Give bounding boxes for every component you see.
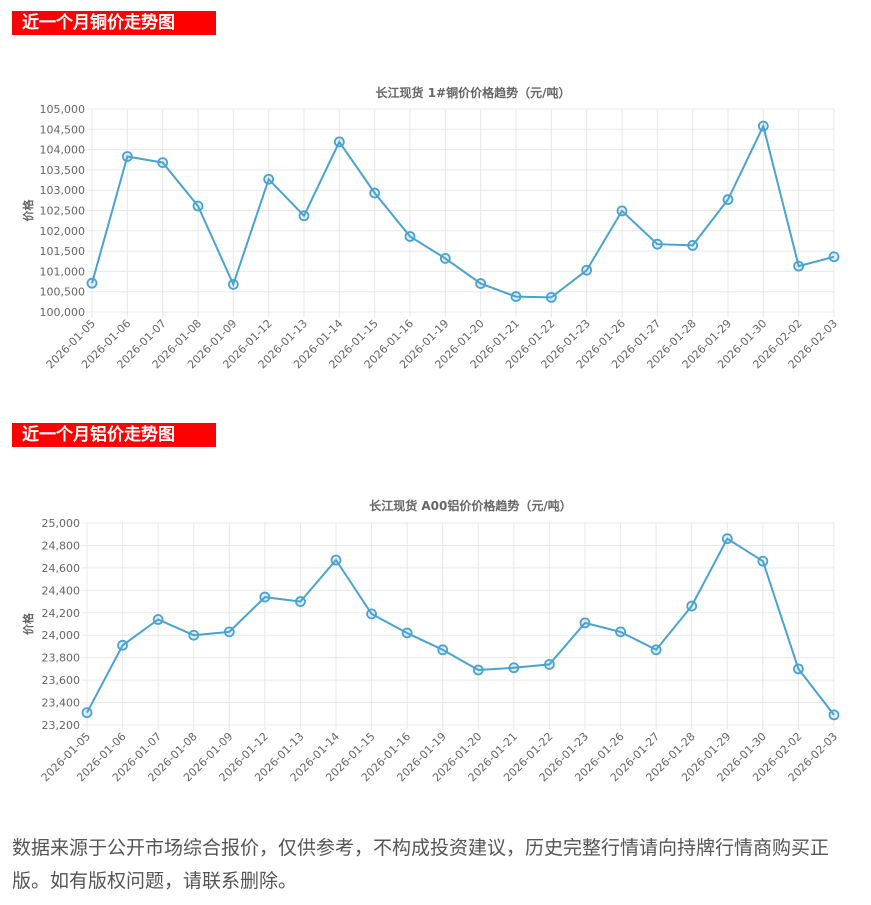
y-tick-label: 101,000 (40, 265, 86, 278)
data-point[interactable] (117, 639, 128, 651)
y-tick-label: 23,400 (42, 697, 81, 710)
data-point[interactable] (722, 194, 734, 205)
data-point[interactable] (121, 151, 133, 162)
section-heading-aluminum: 近一个月铝价走势图 (12, 423, 216, 447)
data-point[interactable] (545, 291, 557, 303)
data-point[interactable] (793, 663, 804, 675)
copper-price-chart: 长江现货 1#铜价价格趋势（元/吨） 价格 100,000 100,500 101,00… (21, 85, 840, 371)
y-tick-label: 24,000 (42, 629, 81, 642)
y-tick-label: 104,500 (40, 123, 86, 136)
data-point[interactable] (437, 644, 449, 656)
data-point[interactable] (510, 291, 522, 302)
data-point[interactable] (828, 709, 840, 721)
y-tick-label: 104,000 (40, 144, 86, 157)
data-point[interactable] (508, 662, 520, 674)
data-point[interactable] (828, 251, 840, 263)
y-tick-label: 100,500 (40, 286, 86, 299)
y-tick-label: 24,200 (42, 607, 81, 620)
data-point[interactable] (404, 231, 416, 242)
y-tick-label: 105,000 (40, 103, 86, 116)
data-point[interactable] (259, 591, 271, 603)
data-point[interactable] (81, 707, 93, 719)
y-tick-label: 23,800 (42, 652, 81, 665)
y-tick-label: 24,600 (42, 562, 81, 575)
y-tick-label: 103,000 (40, 184, 86, 197)
data-point[interactable] (295, 596, 306, 607)
series-line (91, 123, 835, 299)
data-point[interactable] (651, 238, 663, 250)
data-point[interactable] (152, 614, 164, 625)
data-point[interactable] (330, 554, 342, 566)
data-point[interactable] (757, 555, 769, 567)
aluminum-price-chart: 长江现货 A00铝价价格趋势（元/吨） 价格 23,200 23,400 23,600 2… (21, 498, 840, 784)
data-point[interactable] (615, 626, 626, 638)
data-point[interactable] (223, 626, 235, 638)
y-tick-label: 23,200 (42, 719, 81, 732)
data-point[interactable] (687, 240, 699, 251)
series-line (86, 537, 835, 716)
y-tick-label: 100,000 (40, 306, 86, 319)
chart-title: 长江现货 A00铝价价格趋势（元/吨） (369, 498, 572, 513)
data-point[interactable] (721, 533, 733, 545)
data-point[interactable] (401, 627, 413, 639)
data-point[interactable] (757, 120, 769, 132)
data-point[interactable] (227, 278, 239, 290)
y-tick-label: 25,000 (42, 517, 81, 530)
y-axis-label: 价格 (21, 199, 35, 222)
data-point[interactable] (686, 600, 698, 612)
data-point[interactable] (475, 278, 487, 289)
footer-disclaimer: 数据来源于公开市场综合报价，仅供参考，不构成投资建议，历史完整行情请向持牌行情商… (12, 837, 830, 892)
y-tick-label: 23,600 (42, 674, 81, 687)
y-tick-label: 101,500 (40, 245, 86, 258)
data-point[interactable] (157, 157, 169, 168)
data-point[interactable] (581, 264, 593, 276)
data-point[interactable] (192, 200, 204, 212)
data-point[interactable] (650, 644, 662, 656)
y-axis-label: 价格 (21, 612, 35, 635)
y-tick-label: 102,500 (40, 205, 86, 218)
data-point[interactable] (86, 277, 98, 289)
data-point[interactable] (579, 617, 591, 629)
data-point[interactable] (793, 260, 805, 272)
data-point[interactable] (333, 136, 345, 148)
y-tick-label: 102,000 (40, 225, 86, 238)
y-tick-label: 103,500 (40, 164, 86, 177)
data-point[interactable] (472, 664, 484, 676)
section-heading-copper: 近一个月铜价走势图 (12, 11, 216, 35)
data-point[interactable] (544, 658, 555, 670)
data-point[interactable] (188, 629, 200, 641)
data-point[interactable] (616, 205, 628, 217)
data-point[interactable] (366, 608, 377, 620)
data-point[interactable] (369, 187, 381, 199)
y-tick-label: 24,400 (42, 584, 81, 597)
y-tick-label: 24,800 (42, 539, 81, 552)
data-point[interactable] (439, 253, 451, 264)
chart-title: 长江现货 1#铜价价格趋势（元/吨） (376, 85, 571, 100)
data-point[interactable] (263, 173, 275, 185)
data-point[interactable] (298, 210, 310, 222)
